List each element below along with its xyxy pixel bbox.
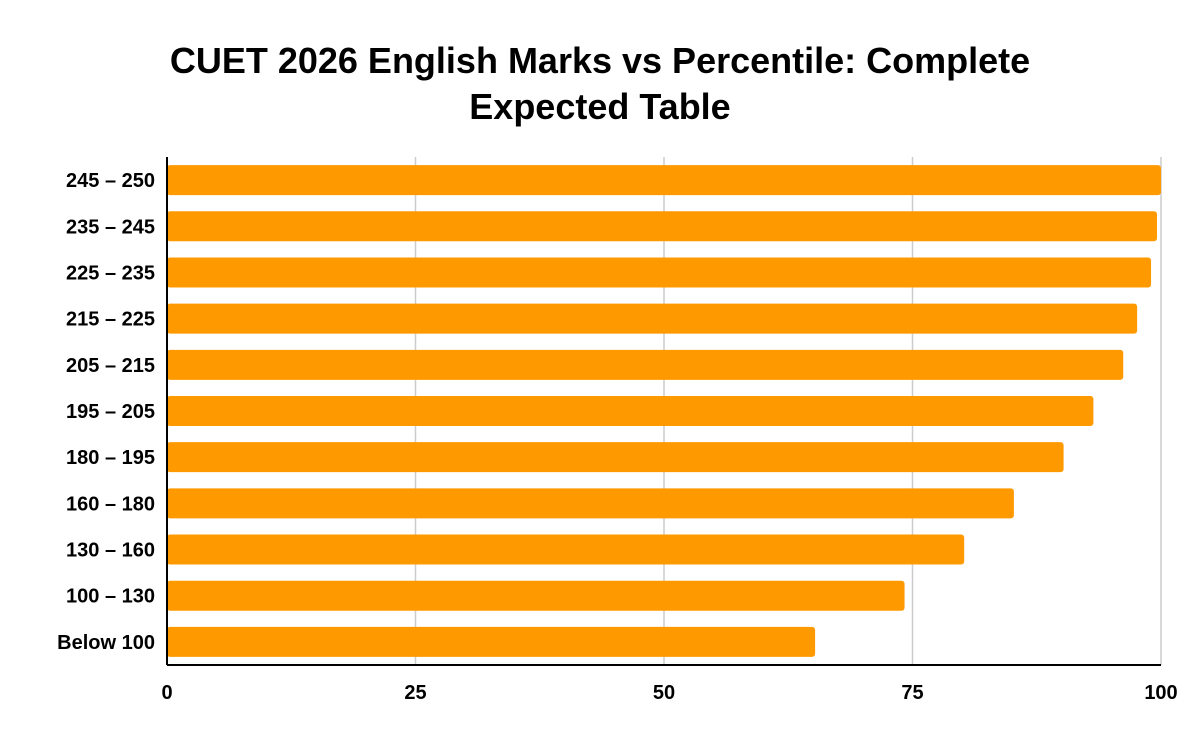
category-label-5: 195 – 205 <box>66 401 155 423</box>
bar-0 <box>167 165 1161 196</box>
x-tick-label-100: 100 <box>1144 682 1177 704</box>
category-label-3: 215 – 225 <box>66 309 155 331</box>
category-label-8: 130 – 160 <box>66 540 155 562</box>
category-label-1: 235 – 245 <box>66 216 155 238</box>
category-label-0: 245 – 250 <box>66 170 155 192</box>
x-tick-labels: 0 25 50 75 100 <box>161 682 1177 704</box>
bar-1 <box>167 211 1158 242</box>
bar-10 <box>167 626 816 657</box>
bars <box>167 165 1161 657</box>
x-tick-label-75: 75 <box>901 682 923 704</box>
bar-4 <box>167 349 1124 380</box>
category-label-10: Below 100 <box>57 632 155 654</box>
bar-7 <box>167 488 1014 519</box>
bar-5 <box>167 396 1094 426</box>
category-label-6: 180 – 195 <box>66 447 155 469</box>
bar-2 <box>167 257 1152 288</box>
axes <box>166 157 1161 666</box>
bar-3 <box>167 303 1138 334</box>
bar-9 <box>167 580 905 611</box>
x-tick-label-0: 0 <box>161 682 172 704</box>
chart-title-line-2: Expected Table <box>469 86 731 127</box>
category-label-7: 160 – 180 <box>66 493 155 515</box>
chart-title-line-1: CUET 2026 English Marks vs Percentile: C… <box>169 40 1031 81</box>
category-label-2: 225 – 235 <box>66 262 155 284</box>
category-label-9: 100 – 130 <box>66 586 155 608</box>
category-labels: 245 – 250 235 – 245 225 – 235 215 – 225 205 … <box>57 170 155 654</box>
bar-6 <box>167 442 1064 473</box>
bar-8 <box>167 534 965 565</box>
x-tick-label-25: 25 <box>404 682 426 704</box>
category-label-4: 205 – 215 <box>66 355 155 377</box>
x-tick-label-50: 50 <box>653 682 675 704</box>
chart-title: CUET 2026 English Marks vs Percentile: C… <box>0 38 1200 130</box>
